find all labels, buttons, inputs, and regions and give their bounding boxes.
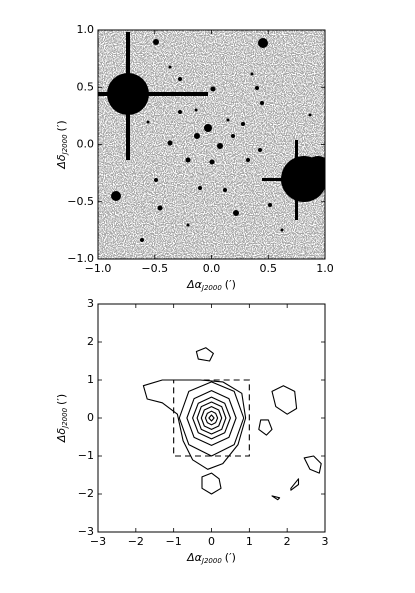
y-tick-label: 0.5 <box>77 80 95 93</box>
contour <box>178 381 245 457</box>
x-tick-label: 0 <box>208 535 215 548</box>
x-tick-label: −3 <box>90 535 106 548</box>
contour <box>290 478 300 491</box>
x-tick-label: 0.0 <box>203 262 221 275</box>
y-tick-label: 0.0 <box>77 138 95 151</box>
y-tick-label: 2 <box>87 335 94 348</box>
axis-subscript: J2000 <box>61 134 69 156</box>
axis-label: ΔδJ2000 (′) <box>55 120 69 169</box>
axes-frame <box>97 303 326 533</box>
axis-subscript: J2000 <box>200 557 222 565</box>
x-tick-label: 2 <box>284 535 291 548</box>
x-tick-label: 1.0 <box>316 262 334 275</box>
axis-symbol: Δδ <box>55 154 68 170</box>
axis-unit: (′) <box>225 278 236 291</box>
y-tick-label: −1.0 <box>67 252 94 265</box>
stars <box>98 32 325 242</box>
y-tick-label: −0.5 <box>67 195 94 208</box>
y-tick-label: 0 <box>87 411 94 424</box>
contour <box>201 472 222 495</box>
field-box <box>173 379 250 457</box>
y-tick-label: 1.0 <box>77 23 95 36</box>
contour <box>196 401 227 435</box>
axis-subscript: J2000 <box>200 284 222 292</box>
contour <box>258 419 273 436</box>
x-tick-label: 3 <box>322 535 329 548</box>
contour <box>192 396 231 440</box>
axis-symbol: Δα <box>186 551 203 564</box>
x-tick-label: −0.5 <box>141 262 168 275</box>
axis-symbol: Δα <box>186 278 203 291</box>
contour <box>142 379 247 470</box>
sky-image <box>98 30 325 259</box>
contour <box>271 495 281 501</box>
contour <box>195 347 214 362</box>
axis-label: ΔαJ2000 (′) <box>186 551 236 565</box>
x-tick-label: 0.5 <box>260 262 278 275</box>
contour <box>271 385 298 415</box>
x-tick-label: −1 <box>166 535 182 548</box>
x-tick-label: 1 <box>246 535 253 548</box>
y-tick-label: −3 <box>78 525 94 538</box>
contour <box>186 390 237 446</box>
x-tick-label: −1.0 <box>85 262 112 275</box>
axis-label: ΔαJ2000 (′) <box>186 278 236 292</box>
contour <box>204 410 219 426</box>
axis-label: ΔδJ2000 (′) <box>55 394 69 443</box>
y-tick-label: 3 <box>87 297 94 310</box>
y-tick-label: −2 <box>78 487 94 500</box>
y-tick-label: 1 <box>87 373 94 386</box>
image-noise <box>98 30 325 259</box>
contour <box>303 455 322 474</box>
contour <box>200 406 223 430</box>
axis-unit: (′) <box>55 394 68 405</box>
axis-unit: (′) <box>55 120 68 131</box>
x-tick-label: −2 <box>128 535 144 548</box>
axis-unit: (′) <box>225 551 236 564</box>
contour <box>208 414 215 422</box>
y-tick-label: −1 <box>78 449 94 462</box>
axis-symbol: Δδ <box>55 428 68 444</box>
axis-subscript: J2000 <box>61 407 69 429</box>
